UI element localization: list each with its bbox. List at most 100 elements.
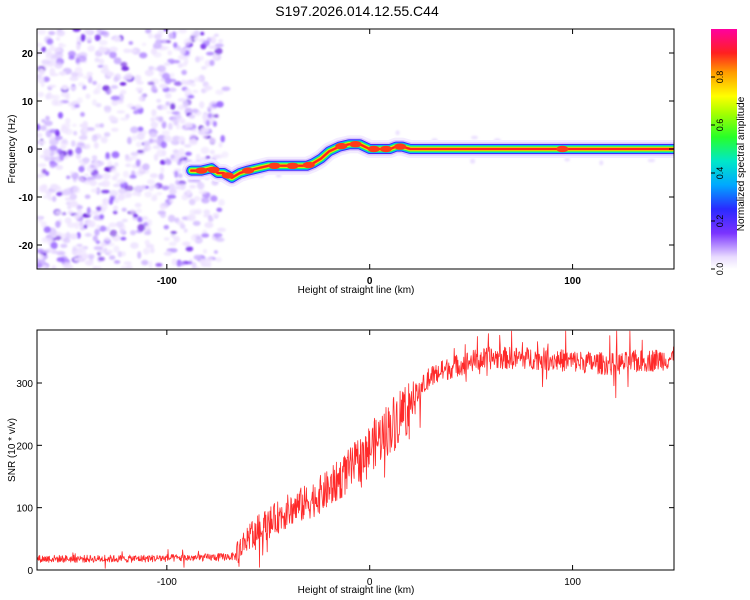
noise-blob (103, 105, 112, 111)
noise-blob (210, 195, 218, 202)
noise-blob (49, 139, 59, 146)
noise-blob (114, 162, 119, 168)
noise-blob (105, 249, 113, 254)
noise-blob (202, 40, 210, 47)
noise-blob (188, 198, 196, 206)
snr-series-line (37, 330, 674, 569)
noise-blob (120, 194, 129, 199)
noise-blob (218, 142, 223, 148)
noise-blob (37, 91, 44, 98)
noise-blob (44, 120, 53, 127)
noise-blob (74, 104, 80, 108)
noise-blob (69, 233, 78, 240)
noise-blob (64, 128, 73, 135)
noise-blob (141, 259, 149, 266)
noise-blob (184, 122, 193, 129)
noise-blob (123, 261, 132, 265)
noise-blob (220, 135, 225, 143)
noise-blob (193, 196, 201, 202)
noise-blob (144, 239, 150, 246)
snr-ytick-label: 200 (16, 441, 33, 452)
noise-blob (78, 135, 88, 141)
noise-blob (170, 233, 176, 238)
noise-blob (99, 225, 107, 232)
noise-blob (50, 241, 58, 250)
noise-blob (60, 243, 68, 248)
noise-blob (471, 135, 478, 140)
noise-blob (110, 95, 120, 101)
noise-blob (151, 109, 157, 117)
noise-blob (100, 136, 108, 144)
noise-blob (136, 149, 144, 154)
noise-blob (201, 197, 210, 204)
noise-blob (135, 141, 143, 148)
noise-blob (101, 180, 111, 188)
noise-blob (135, 170, 145, 176)
noise-blob (137, 223, 146, 232)
noise-blob (189, 209, 198, 215)
spectrogram-ytick-label: 0 (27, 145, 33, 156)
noise-blob (38, 68, 45, 76)
colorbar-tick-label: 0.0 (715, 263, 725, 276)
noise-blob (113, 260, 121, 264)
noise-blob (180, 160, 187, 165)
noise-blob (200, 262, 210, 267)
noise-blob (193, 254, 202, 260)
noise-blob (112, 210, 118, 215)
noise-blob (169, 188, 177, 196)
snr-ytick-label: 300 (16, 379, 33, 390)
noise-blob (63, 237, 71, 244)
noise-blob (60, 91, 70, 98)
noise-blob (99, 123, 105, 128)
noise-blob (40, 125, 47, 131)
noise-blob (120, 89, 127, 95)
noise-blob (128, 41, 134, 45)
noise-blob (179, 47, 186, 55)
noise-blob (177, 63, 183, 69)
noise-blob (103, 132, 111, 137)
noise-blob (58, 42, 63, 47)
noise-blob (178, 173, 183, 179)
noise-blob (47, 91, 52, 97)
noise-blob (156, 65, 166, 72)
spectrogram-ylabel: Frequency (Hz) (7, 115, 18, 184)
noise-blob (147, 81, 155, 86)
track-knot (207, 166, 220, 173)
snr-ytick-label: 0 (27, 566, 33, 577)
noise-blob (184, 88, 192, 96)
noise-blob (85, 93, 91, 99)
noise-blob (190, 234, 199, 242)
noise-blob (37, 42, 44, 47)
noise-blob (153, 51, 162, 58)
noise-blob (201, 66, 207, 70)
noise-blob (37, 123, 41, 131)
noise-blob (168, 87, 177, 93)
noise-blob (89, 179, 97, 187)
noise-blob (161, 104, 168, 110)
spectrogram-xtick-label: 100 (564, 276, 581, 287)
noise-blob (195, 235, 201, 240)
noise-blob (130, 151, 139, 157)
noise-blob (125, 163, 132, 168)
noise-blob (142, 216, 149, 221)
noise-blob (200, 31, 205, 36)
noise-blob (164, 62, 171, 66)
noise-blob (153, 153, 159, 161)
noise-blob (196, 182, 205, 190)
noise-blob (143, 231, 151, 236)
noise-blob (187, 37, 193, 42)
track-knot (367, 145, 380, 153)
noise-blob (134, 202, 142, 208)
noise-blob (94, 52, 102, 57)
track-knot (349, 141, 362, 148)
noise-blob (64, 265, 74, 269)
noise-blob (107, 88, 113, 94)
noise-blob (163, 237, 170, 241)
noise-blob (130, 230, 136, 236)
noise-blob (193, 37, 199, 41)
noise-blob (102, 197, 109, 206)
colorbar-ticks: 0.0 0.2 0.4 0.6 0.8 (711, 71, 725, 276)
noise-blob (148, 138, 154, 144)
spectrogram-track (182, 135, 674, 187)
noise-blob (76, 36, 81, 43)
